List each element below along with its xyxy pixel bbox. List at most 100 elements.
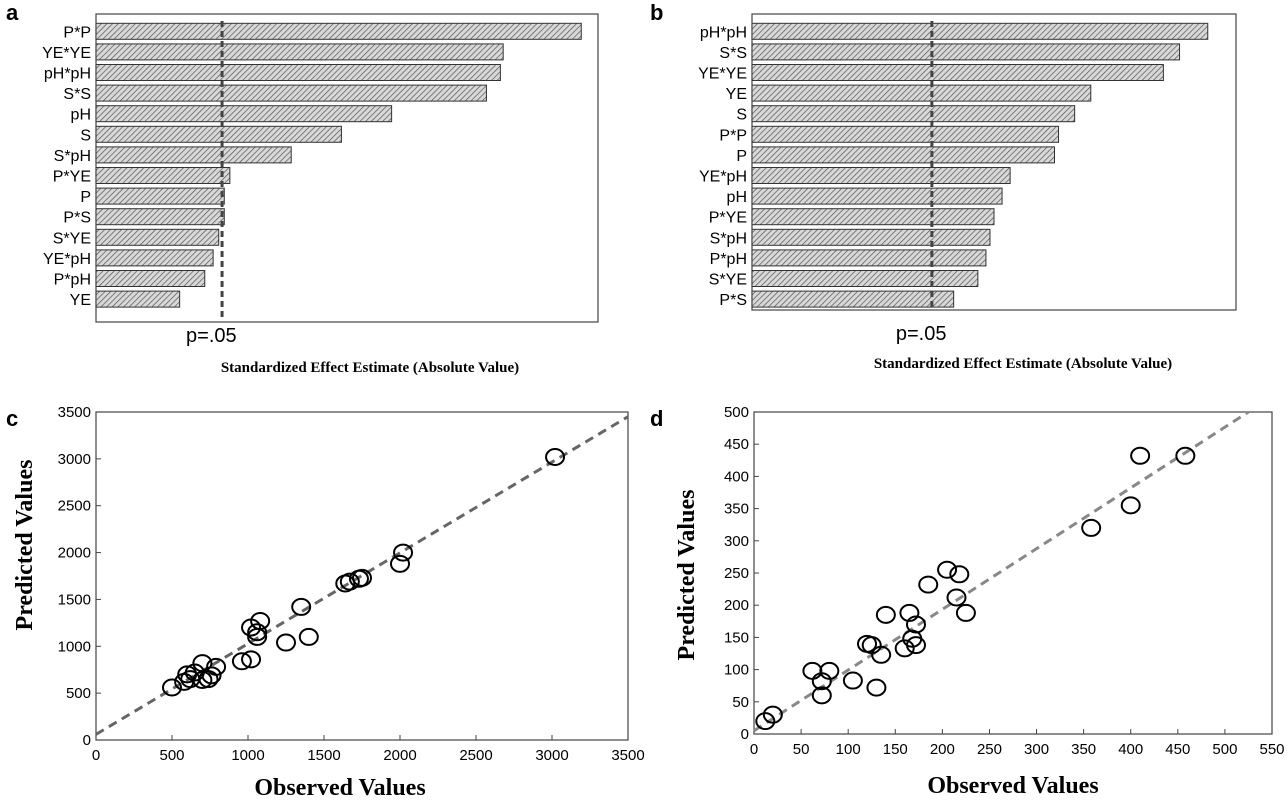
point-c-25 xyxy=(545,447,566,466)
panel-label-b: b xyxy=(650,0,663,25)
y-axis-title-c: Predicted Values xyxy=(12,460,38,631)
bar-b-13 xyxy=(751,290,955,308)
point-d-10 xyxy=(871,645,892,664)
bar-a-4 xyxy=(95,105,393,123)
bar-a-3 xyxy=(95,84,487,102)
point-c-11 xyxy=(241,650,262,669)
panel-label-d: d xyxy=(650,406,663,431)
point-d-22 xyxy=(1081,518,1102,537)
point-c-17 xyxy=(291,597,312,616)
x-tick-label-c-3: 1500 xyxy=(307,747,340,764)
bar-b-10 xyxy=(751,228,991,246)
x-axis-title-c: Observed Values xyxy=(254,775,425,800)
bar-a-12 xyxy=(95,270,206,287)
pareto-chart-a: P*P YE*YE pH*pH S*S pH S S*pH P*YE P P*S S*YE YE*pH… xyxy=(42,13,599,376)
bar-a-8 xyxy=(95,187,225,205)
category-label-a-2: pH*pH xyxy=(44,66,91,83)
bar-b-3 xyxy=(751,84,1092,102)
y-axis-title-d: Predicted Values xyxy=(674,490,700,661)
category-label-b-2: YE*YE xyxy=(698,66,747,83)
point-d-4 xyxy=(811,672,832,691)
point-c-8 xyxy=(201,666,222,685)
point-d-9 xyxy=(866,678,887,697)
category-label-b-8: pH xyxy=(727,189,747,206)
point-d-16 xyxy=(905,636,926,655)
category-label-a-9: P*S xyxy=(63,210,91,227)
category-label-b-10: S*pH xyxy=(710,230,747,247)
bar-a-2 xyxy=(95,64,501,81)
x-tick-label-d-8: 400 xyxy=(1118,741,1143,758)
point-c-24 xyxy=(393,543,414,562)
x-tick-label-c-2: 1000 xyxy=(231,747,264,764)
pareto-chart-b: pH*pH S*S YE*YE YE S P*P P YE*pH pH P*YE S*pH P*pH S… xyxy=(698,13,1237,372)
x-tick-label-c-5: 2500 xyxy=(459,747,492,764)
x-axis-title-b: Standardized Effect Estimate (Absolute V… xyxy=(874,356,1172,372)
point-d-3 xyxy=(811,686,832,705)
category-label-a-8: P xyxy=(80,189,91,206)
point-d-21 xyxy=(955,603,976,622)
y-tick-label-d-4: 200 xyxy=(724,597,749,614)
x-tick-label-c-7: 3500 xyxy=(611,747,644,764)
category-label-b-13: P*S xyxy=(719,292,747,309)
category-label-b-1: S*S xyxy=(719,45,747,62)
point-d-5 xyxy=(819,661,840,680)
point-d-11 xyxy=(875,605,896,624)
point-c-20 xyxy=(339,572,360,591)
bar-a-0 xyxy=(95,22,582,40)
category-label-b-11: P*pH xyxy=(710,251,747,268)
y-tick-label-d-10: 500 xyxy=(724,404,749,421)
scatter-chart-c: 0 500 1000 1500 2000 2500 3000 3500 0 500 1000 1500… xyxy=(12,404,645,800)
y-tick-label-d-8: 400 xyxy=(724,468,749,485)
bar-b-2 xyxy=(751,64,1164,81)
category-label-b-12: S*YE xyxy=(709,272,747,289)
category-label-a-4: pH xyxy=(71,107,91,124)
bar-a-9 xyxy=(95,208,225,226)
point-d-6 xyxy=(842,671,863,690)
fit-line-c xyxy=(95,415,629,736)
x-axis-title-a: Standardized Effect Estimate (Absolute V… xyxy=(221,360,519,376)
point-d-1 xyxy=(762,705,783,724)
category-label-a-11: YE*pH xyxy=(43,251,91,268)
point-d-19 xyxy=(946,588,967,607)
y-tick-label-c-2: 1000 xyxy=(58,638,91,655)
y-tick-label-d-9: 450 xyxy=(724,436,749,453)
point-c-14 xyxy=(247,623,268,642)
category-label-a-5: S xyxy=(80,127,91,144)
point-d-13 xyxy=(899,603,920,622)
bar-b-5 xyxy=(751,125,1060,143)
x-tick-label-d-4: 200 xyxy=(930,741,955,758)
point-d-17 xyxy=(918,575,939,594)
x-tick-label-d-1: 50 xyxy=(793,741,810,758)
threshold-label-b: p=.05 xyxy=(896,323,947,345)
category-label-a-3: S*S xyxy=(63,86,91,103)
bar-b-9 xyxy=(751,208,995,226)
category-label-b-3: YE xyxy=(726,86,747,103)
x-axis-title-d: Observed Values xyxy=(927,773,1098,799)
x-tick-label-d-7: 350 xyxy=(1071,741,1096,758)
point-d-24 xyxy=(1130,446,1151,465)
x-tick-label-d-6: 300 xyxy=(1024,741,1049,758)
point-d-2 xyxy=(802,661,823,680)
category-label-b-0: pH*pH xyxy=(700,24,747,41)
category-label-b-7: YE*pH xyxy=(699,169,747,186)
x-tick-label-d-0: 0 xyxy=(750,741,758,758)
y-tick-label-c-7: 3500 xyxy=(58,404,91,421)
y-tick-label-c-4: 2000 xyxy=(58,545,91,562)
y-tick-label-c-1: 500 xyxy=(66,685,91,702)
bar-b-12 xyxy=(751,270,979,287)
category-label-a-7: P*YE xyxy=(53,169,91,186)
point-c-23 xyxy=(390,554,410,573)
point-c-18 xyxy=(298,627,319,646)
x-tick-label-d-5: 250 xyxy=(977,741,1002,758)
y-tick-label-d-6: 300 xyxy=(724,533,749,550)
point-c-22 xyxy=(352,568,372,587)
point-c-15 xyxy=(250,611,271,630)
bar-b-1 xyxy=(751,43,1181,61)
x-tick-label-c-1: 500 xyxy=(159,747,184,764)
y-tick-label-d-0: 0 xyxy=(741,726,749,743)
panel-label-a: a xyxy=(6,0,19,25)
fit-line-d xyxy=(753,410,1250,733)
bar-a-13 xyxy=(95,290,181,308)
x-tick-label-d-10: 500 xyxy=(1212,741,1237,758)
